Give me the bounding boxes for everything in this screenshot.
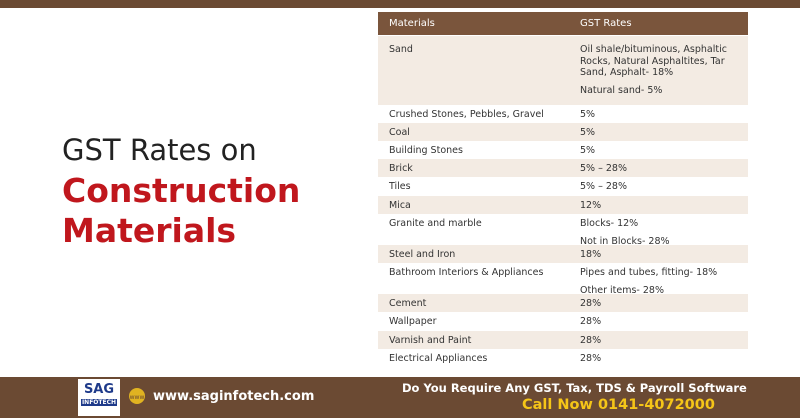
- gst-rate: 12%: [580, 200, 740, 212]
- rate-text: 5% – 28%: [580, 163, 627, 174]
- svg-text:www: www: [130, 394, 145, 401]
- material: Bathroom Interiors & Appliances: [389, 267, 544, 278]
- rate-text: Natural sand- 5%: [580, 84, 663, 96]
- table-row: Building Stones 5%: [378, 141, 748, 159]
- table-row: Brick 5% – 28%: [378, 159, 748, 177]
- footer: SAG INFOTECH www www.saginfotech.com Do …: [0, 377, 800, 418]
- rate-text: 5%: [580, 127, 596, 138]
- logo: SAG INFOTECH: [78, 379, 120, 416]
- table-row: Tiles 5% – 28%: [378, 177, 748, 196]
- material: Building Stones: [389, 145, 463, 156]
- column-header: Materials: [389, 18, 435, 29]
- table-row: Varnish and Paint 28%: [378, 331, 748, 349]
- table-row: Coal 5%: [378, 123, 748, 141]
- material: Steel and Iron: [389, 249, 456, 260]
- website[interactable]: www.saginfotech.com: [153, 389, 315, 404]
- material: Coal: [389, 127, 410, 138]
- top-bar: [0, 0, 800, 8]
- material: Electrical Appliances: [389, 353, 488, 364]
- table-row: Granite and marble Blocks- 12% Not in Bloc…: [378, 214, 748, 247]
- table-header: Materials GST Rates: [378, 12, 748, 35]
- gst-rate: 5%: [580, 145, 740, 157]
- table-row: Crushed Stones, Pebbles, Gravel 5%: [378, 105, 748, 123]
- rate-text: 5% – 28%: [580, 181, 627, 192]
- material: Mica: [389, 200, 411, 211]
- gst-rate: 5%: [580, 127, 740, 139]
- title-line1: GST Rates on: [62, 133, 257, 167]
- question: Do You Require Any GST, Tax, TDS & Payro…: [402, 381, 747, 395]
- table-row: Wallpaper 28%: [378, 312, 748, 331]
- gst-rate: 5%: [580, 109, 740, 121]
- material: Tiles: [389, 181, 411, 192]
- material: Wallpaper: [389, 316, 437, 327]
- gst-rate: 5% – 28%: [580, 163, 740, 175]
- rate-text: 18%: [580, 249, 602, 260]
- material: Cement: [389, 298, 427, 309]
- title-line3: Materials: [62, 211, 237, 250]
- material: Crushed Stones, Pebbles, Gravel: [389, 109, 544, 120]
- table-row: Electrical Appliances 28%: [378, 349, 748, 368]
- rate-text: 12%: [580, 200, 602, 211]
- web-icon: www: [129, 388, 145, 404]
- rate-text: Not in Blocks- 28%: [580, 235, 670, 247]
- gst-rate: 5% – 28%: [580, 181, 740, 193]
- call-now[interactable]: Call Now 0141-4072000: [522, 397, 715, 413]
- gst-rate: 28%: [580, 316, 740, 328]
- logo-sub: INFOTECH: [81, 399, 117, 406]
- rate-text: 28%: [580, 316, 602, 327]
- rate-text: 28%: [580, 353, 602, 364]
- material: Brick: [389, 163, 413, 174]
- gst-rate: 18%: [580, 249, 740, 261]
- rate-text: Oil shale/bituminous, Asphaltic Rocks, N…: [580, 44, 727, 78]
- rate-text: 28%: [580, 298, 602, 309]
- gst-rate: 28%: [580, 335, 740, 347]
- rate-text: Pipes and tubes, fitting- 18%: [580, 267, 718, 278]
- gst-rate: Oil shale/bituminous, Asphaltic Rocks, N…: [580, 44, 740, 96]
- rate-text: Other items- 28%: [580, 284, 664, 296]
- material: Sand: [389, 44, 413, 55]
- gst-rate: Blocks- 12% Not in Blocks- 28%: [580, 218, 740, 247]
- table-row: Mica 12%: [378, 196, 748, 214]
- material: Granite and marble: [389, 218, 482, 229]
- rate-text: 5%: [580, 145, 596, 156]
- table-row: Sand Oil shale/bituminous, Asphaltic Rock…: [378, 36, 748, 105]
- column-header: GST Rates: [580, 18, 632, 29]
- rate-text: 28%: [580, 335, 602, 346]
- title-line2: Construction: [62, 171, 301, 210]
- table-row: Bathroom Interiors & Appliances Pipes and…: [378, 263, 748, 296]
- material: Varnish and Paint: [389, 335, 472, 346]
- gst-rate: 28%: [580, 298, 740, 310]
- logo-text: SAG: [83, 382, 115, 397]
- gst-rate: Pipes and tubes, fitting- 18% Other items…: [580, 267, 740, 296]
- gst-rate: 28%: [580, 353, 740, 365]
- rate-text: Blocks- 12%: [580, 218, 639, 229]
- table-row: Cement 28%: [378, 294, 748, 312]
- table-row: Steel and Iron 18%: [378, 245, 748, 263]
- rate-text: 5%: [580, 109, 596, 120]
